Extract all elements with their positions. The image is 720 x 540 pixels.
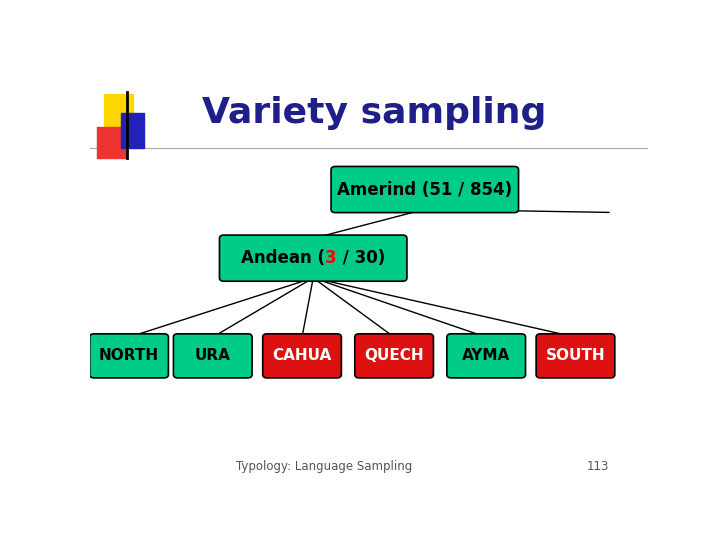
FancyBboxPatch shape <box>355 334 433 378</box>
FancyBboxPatch shape <box>331 166 518 213</box>
Text: Amerind (51 / 854): Amerind (51 / 854) <box>337 180 513 199</box>
Text: 113: 113 <box>587 461 609 474</box>
Text: QUECH: QUECH <box>364 348 424 363</box>
Text: Andean (: Andean ( <box>241 249 325 267</box>
FancyBboxPatch shape <box>263 334 341 378</box>
FancyBboxPatch shape <box>174 334 252 378</box>
Bar <box>104 94 133 129</box>
Text: URA: URA <box>195 348 230 363</box>
Text: CAHUA: CAHUA <box>272 348 332 363</box>
Text: 3: 3 <box>325 249 337 267</box>
Text: Variety sampling: Variety sampling <box>202 96 546 130</box>
Bar <box>121 113 144 148</box>
Bar <box>96 127 126 158</box>
FancyBboxPatch shape <box>90 334 168 378</box>
FancyBboxPatch shape <box>447 334 526 378</box>
Text: / 30): / 30) <box>337 249 385 267</box>
Text: NORTH: NORTH <box>99 348 159 363</box>
FancyBboxPatch shape <box>220 235 407 281</box>
Text: SOUTH: SOUTH <box>546 348 606 363</box>
FancyBboxPatch shape <box>536 334 615 378</box>
Text: AYMA: AYMA <box>462 348 510 363</box>
Text: Typology: Language Sampling: Typology: Language Sampling <box>236 461 413 474</box>
